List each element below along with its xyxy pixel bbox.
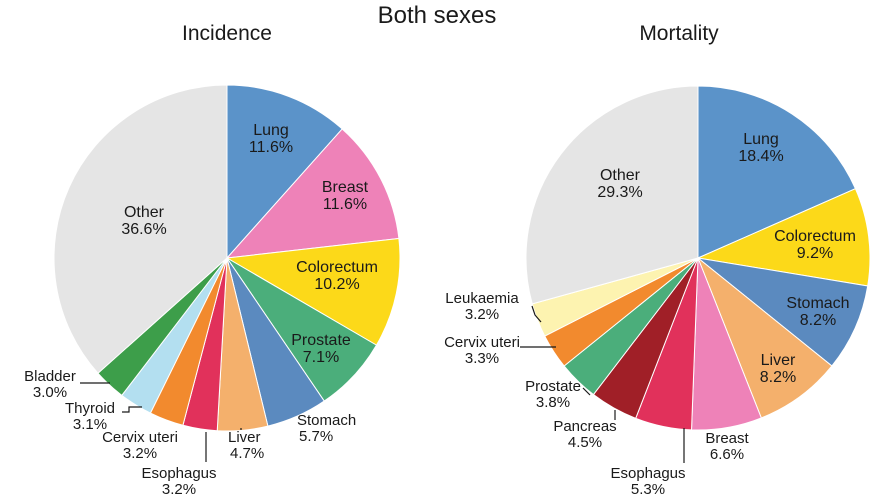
- incidence-value-lung: 11.6%: [249, 139, 293, 156]
- incidence-value-cervix-uteri: 3.2%: [123, 445, 157, 462]
- incidence-label-breast: Breast: [322, 179, 369, 196]
- incidence-value-breast: 11.6%: [323, 196, 367, 213]
- incidence-chart-title: Incidence: [182, 22, 272, 45]
- incidence-value-liver: 4.7%: [230, 445, 264, 462]
- incidence-slice-breast: [225, 128, 400, 259]
- mortality-label-liver: Liver: [761, 352, 796, 369]
- mortality-pie: [525, 85, 871, 431]
- mortality-value-pancreas: 4.5%: [568, 434, 602, 451]
- incidence-slice-other: [53, 84, 228, 374]
- mortality-leader-leukaemia: [531, 305, 542, 323]
- mortality-label-pancreas: Pancreas: [553, 418, 616, 435]
- mortality-label-colorectum: Colorectum: [774, 228, 856, 245]
- mortality-slice-stomach: [696, 257, 869, 367]
- mortality-value-other: 29.3%: [597, 184, 642, 201]
- mortality-chart-title: Mortality: [639, 22, 719, 45]
- incidence-label-cervix-uteri: Cervix uteri: [102, 429, 178, 446]
- incidence-slice-lung: [226, 84, 343, 260]
- incidence-value-esophagus: 3.2%: [162, 481, 196, 498]
- mortality-value-prostate: 3.8%: [536, 394, 570, 411]
- incidence-value-colorectum: 10.2%: [314, 276, 359, 293]
- incidence-label-bladder: Bladder: [24, 368, 76, 385]
- mortality-slice-other: [525, 85, 699, 305]
- incidence-value-prostate: 7.1%: [303, 349, 339, 366]
- incidence-label-liver: Liver: [228, 429, 261, 446]
- mortality-value-colorectum: 9.2%: [797, 245, 833, 262]
- mortality-label-leukaemia: Leukaemia: [445, 290, 519, 307]
- incidence-label-prostate: Prostate: [291, 332, 351, 349]
- incidence-label-other: Other: [124, 204, 165, 221]
- mortality-value-leukaemia: 3.2%: [465, 306, 499, 323]
- incidence-value-stomach: 5.7%: [299, 428, 333, 445]
- mortality-value-lung: 18.4%: [738, 148, 783, 165]
- mortality-value-esophagus: 5.3%: [631, 481, 665, 498]
- mortality-value-cervix-uteri: 3.3%: [465, 350, 499, 367]
- mortality-value-stomach: 8.2%: [800, 312, 836, 329]
- mortality-value-breast: 6.6%: [710, 446, 744, 463]
- mortality-label-lung: Lung: [743, 131, 779, 148]
- mortality-slice-colorectum: [696, 188, 871, 287]
- incidence-label-stomach: Stomach: [297, 412, 356, 429]
- mortality-label-other: Other: [600, 167, 641, 184]
- mortality-label-prostate: Prostate: [525, 378, 581, 395]
- mortality-value-liver: 8.2%: [760, 369, 796, 386]
- incidence-label-esophagus: Esophagus: [141, 465, 216, 482]
- incidence-label-colorectum: Colorectum: [296, 259, 378, 276]
- incidence-value-thyroid: 3.1%: [73, 416, 107, 433]
- incidence-label-lung: Lung: [253, 122, 289, 139]
- incidence-label-thyroid: Thyroid: [65, 400, 115, 417]
- incidence-slice-colorectum: [225, 237, 401, 346]
- figure-title: Both sexes: [377, 2, 497, 29]
- mortality-label-stomach: Stomach: [786, 295, 849, 312]
- mortality-slice-liver: [696, 256, 833, 419]
- mortality-slice-lung: [697, 85, 857, 259]
- incidence-leader-thyroid: [122, 406, 142, 413]
- incidence-value-bladder: 3.0%: [33, 384, 67, 401]
- mortality-label-cervix-uteri: Cervix uteri: [444, 334, 520, 351]
- mortality-label-breast: Breast: [705, 430, 749, 447]
- mortality-leader-prostate: [582, 387, 591, 396]
- incidence-pie: [53, 84, 401, 432]
- incidence-value-other: 36.6%: [121, 221, 166, 238]
- mortality-label-esophagus: Esophagus: [610, 465, 685, 482]
